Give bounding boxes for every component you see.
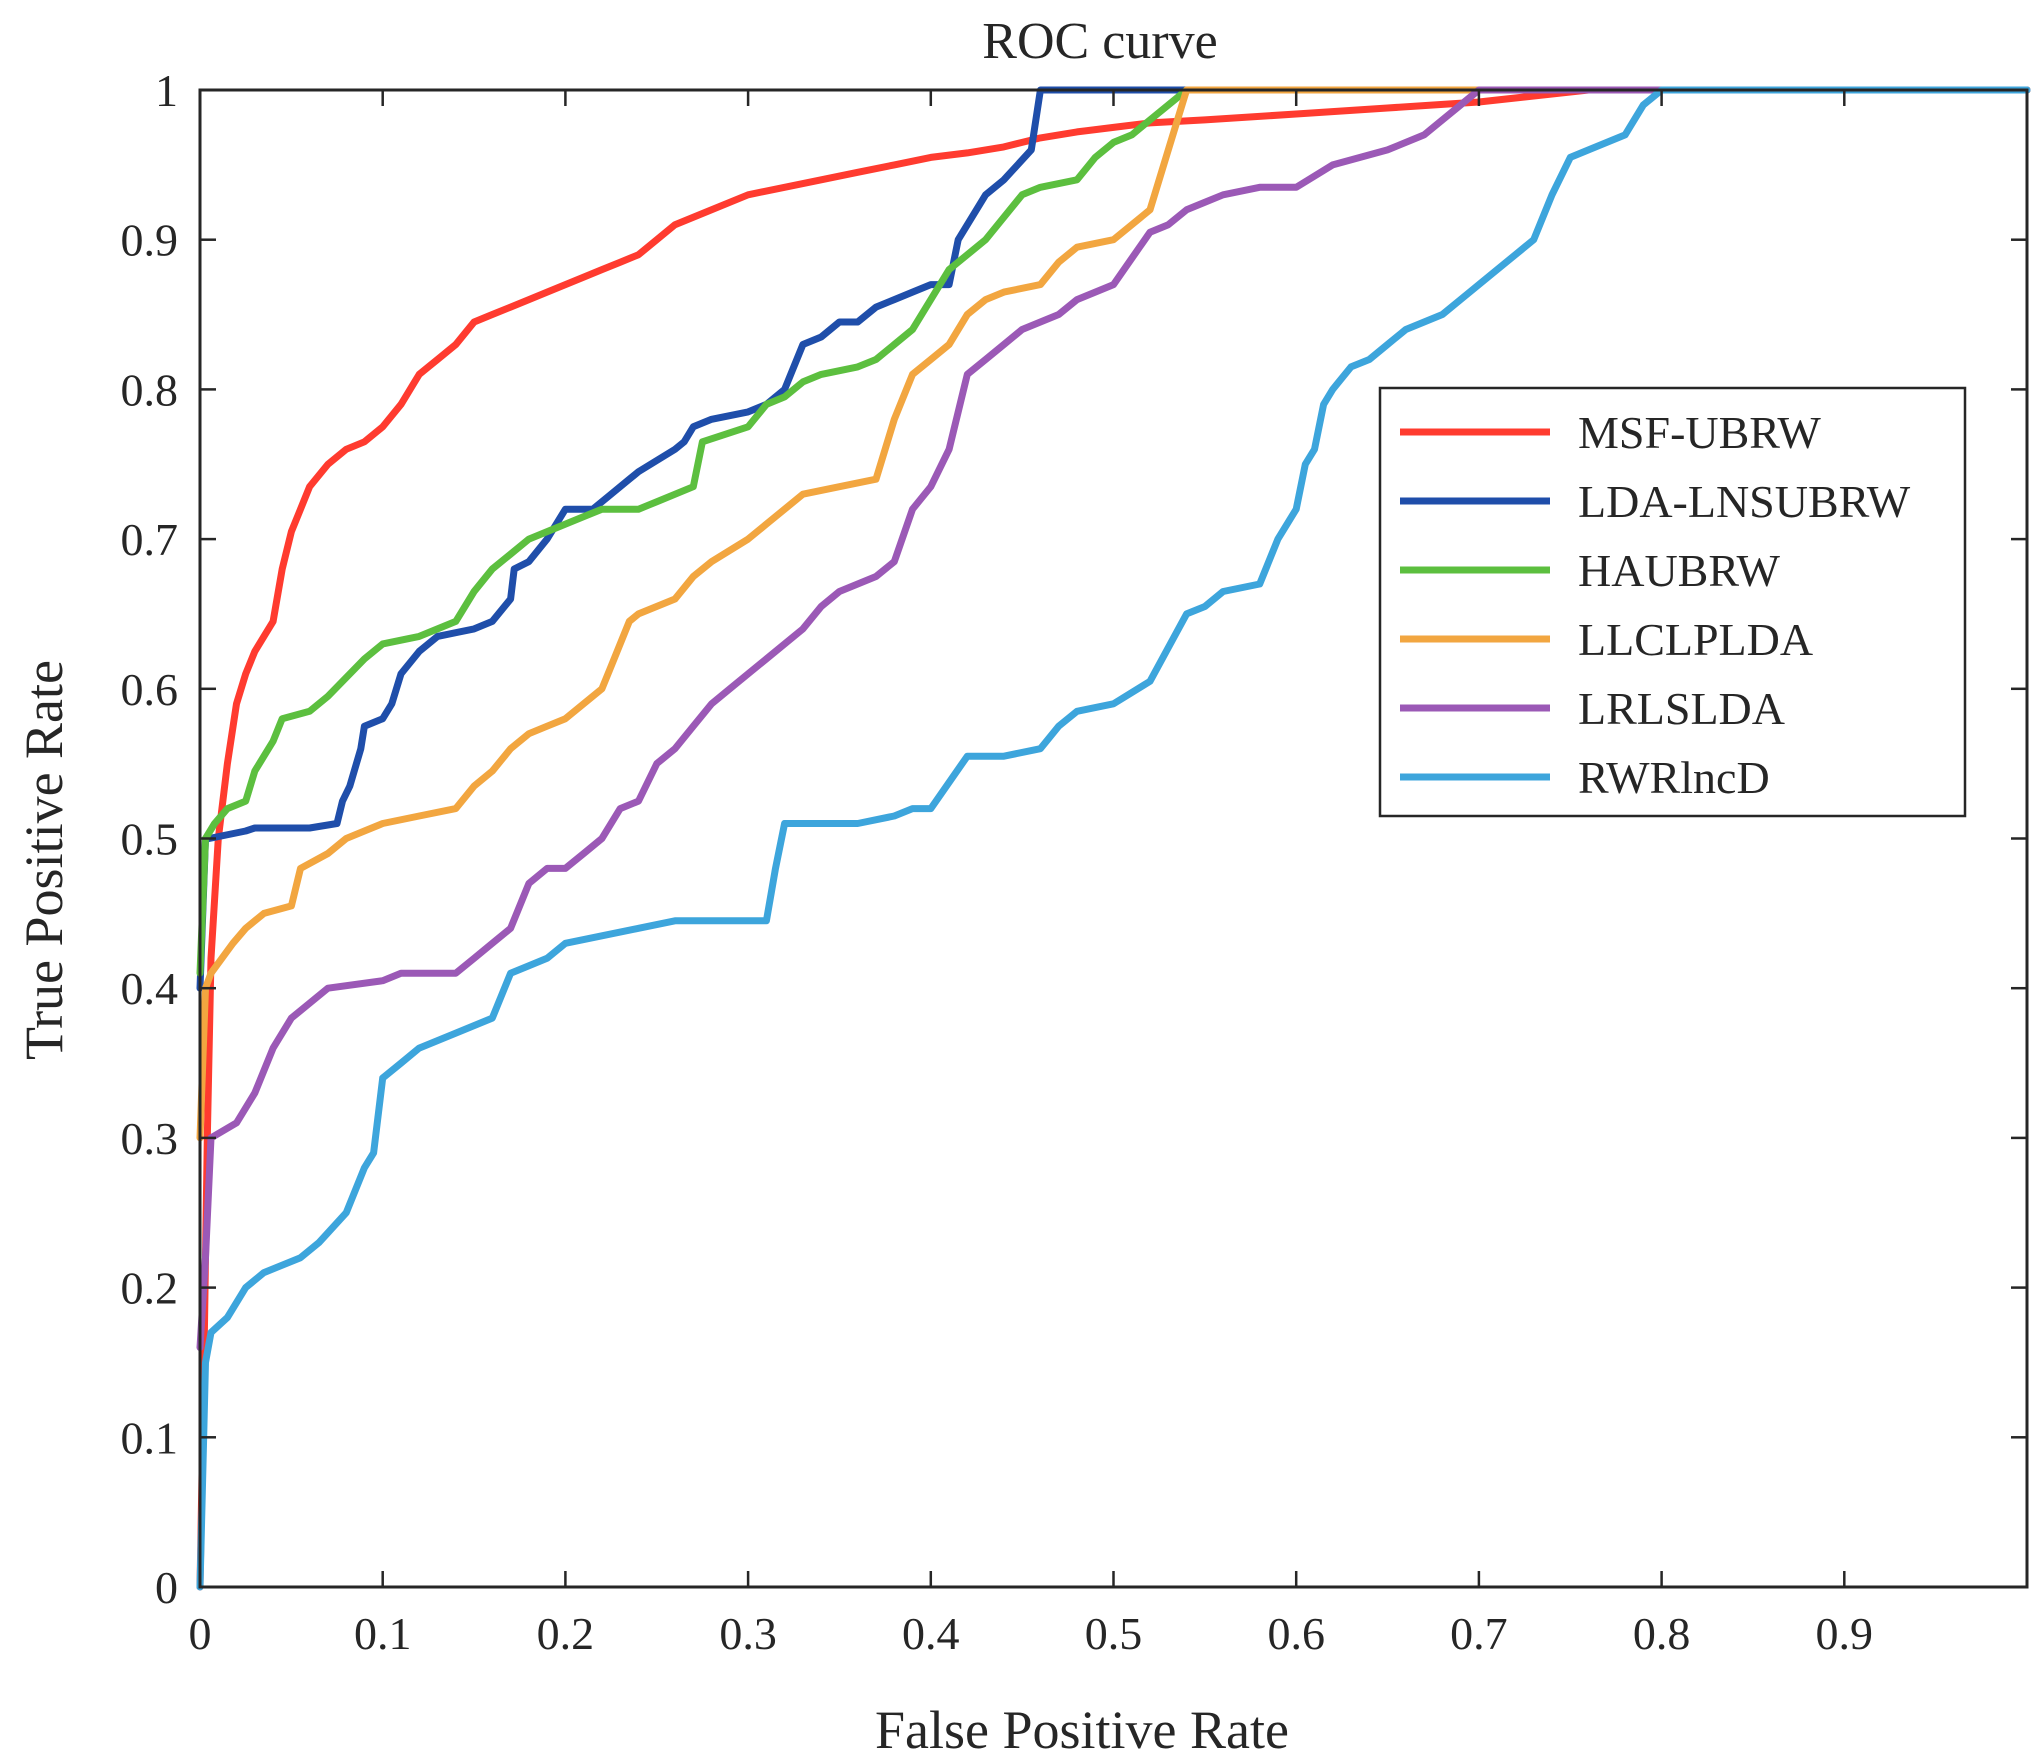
y-tick-label: 0.5 (121, 814, 179, 865)
y-tick-label: 0.9 (121, 215, 179, 266)
legend-label-rwrlncd: RWRlncD (1578, 752, 1770, 803)
x-tick-label: 0 (189, 1608, 212, 1659)
y-tick-label: 0 (155, 1562, 178, 1613)
x-tick-label: 0.6 (1267, 1608, 1325, 1659)
y-tick-label: 0.3 (121, 1113, 179, 1164)
legend-label-msf-ubrw: MSF-UBRW (1578, 407, 1821, 458)
x-axis-title: False Positive Rate (875, 1700, 1289, 1760)
y-axis-title: True Positive Rate (14, 660, 74, 1060)
series-line-haubrw (196, 86, 2031, 977)
y-tick-label: 0.8 (121, 364, 179, 415)
legend-label-lda-lnsubrw: LDA-LNSUBRW (1578, 476, 1911, 527)
x-tick-label: 0.8 (1633, 1608, 1691, 1659)
legend-label-lrlslda: LRLSLDA (1578, 683, 1785, 734)
y-tick-label: 0.4 (121, 963, 179, 1014)
x-tick-label: 0.9 (1816, 1608, 1874, 1659)
x-tick-label: 0.5 (1085, 1608, 1143, 1659)
series-line-rwrlncd (196, 86, 2031, 1591)
x-tick-label: 0.4 (902, 1608, 960, 1659)
series-line-llclplda (196, 86, 2031, 1142)
legend-label-llclplda: LLCLPLDA (1578, 614, 1813, 665)
legend-label-haubrw: HAUBRW (1578, 545, 1780, 596)
legend: MSF-UBRW LDA-LNSUBRW HAUBRW LLCLPLDA LRLSLDA… (1378, 386, 1967, 818)
series-line-lrlslda (196, 86, 2031, 1351)
series-layer (196, 86, 2031, 1591)
chart-title: ROC curve (982, 13, 1217, 70)
y-tick-label: 0.7 (121, 514, 179, 565)
x-tick-label: 0.2 (537, 1608, 595, 1659)
y-tick-label: 0.6 (121, 664, 179, 715)
x-tick-label: 0.3 (719, 1608, 777, 1659)
x-tick-label: 0.1 (354, 1608, 412, 1659)
series-line-msf-ubrw (196, 86, 2031, 1591)
legend-entries: MSF-UBRW LDA-LNSUBRW HAUBRW LLCLPLDA LRLSLDA… (1400, 407, 1911, 803)
x-tick-label: 0.7 (1450, 1608, 1508, 1659)
y-tick-label: 1 (155, 65, 178, 116)
legend-box (1378, 386, 1967, 818)
y-tick-label: 0.1 (121, 1412, 179, 1463)
tick-layer: 0 0.1 0.2 0.3 0.4 0.5 0.6 0.7 0.8 0.9 0 0.1 0.2 0.3 0.… (121, 65, 2027, 1659)
y-tick-label: 0.2 (121, 1263, 179, 1314)
